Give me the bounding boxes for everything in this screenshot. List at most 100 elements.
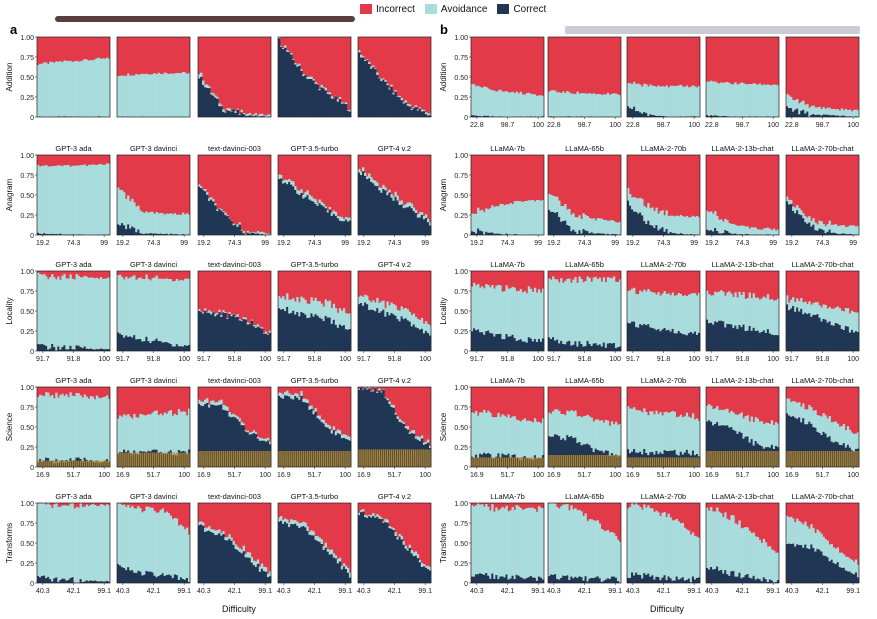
correct-bar-a-2-2-20	[238, 320, 241, 351]
correct-bar-a-4-0-4	[45, 578, 48, 583]
avoidance-bar-b-4-3-31	[768, 546, 772, 580]
avoidance-bar-b-3-0-23	[517, 420, 520, 458]
supplement-bar-b-3-1-22	[592, 455, 595, 467]
xtick-a-4-1-0: 40.3	[116, 588, 130, 595]
supplement-bar-b-3-0-23	[517, 457, 520, 467]
supplement-bar-b-3-0-11	[493, 457, 496, 467]
supplement-bar-a-3-0-13	[63, 460, 66, 467]
avoidance-bar-b-1-4-4	[794, 207, 797, 214]
supplement-bar-b-3-2-22	[671, 457, 674, 467]
model-title-a-4-0: GPT-3 ada	[55, 492, 92, 501]
avoidance-bar-a-2-2-16	[230, 314, 233, 317]
avoidance-bar-a-1-0-3	[43, 165, 46, 234]
supplement-bar-b-3-2-28	[684, 457, 686, 467]
avoidance-bar-b-2-4-20	[826, 308, 829, 323]
correct-bar-a-4-3-6	[290, 524, 293, 583]
avoidance-bar-b-4-2-12	[651, 508, 654, 576]
supplement-bar-a-3-2-12	[222, 451, 225, 467]
correct-bar-b-2-4-16	[818, 317, 821, 351]
avoidance-bar-a-4-1-19	[155, 512, 158, 578]
ytick-b-locality-1: 0.25	[454, 329, 468, 336]
correct-bar-b-4-0-31	[533, 577, 537, 583]
avoidance-bar-a-1-0-15	[67, 164, 70, 235]
avoidance-bar-b-4-2-35	[697, 537, 701, 578]
avoidance-bar-a-3-3-30	[338, 430, 342, 435]
avoidance-bar-b-3-1-5	[558, 411, 561, 437]
avoidance-bar-a-2-1-33	[183, 278, 187, 346]
supplement-bar-a-3-0-14	[65, 460, 68, 467]
correct-bar-a-4-3-21	[320, 544, 323, 583]
correct-bar-a-2-0-28	[93, 349, 97, 351]
model-title-a-3-2: text-davinci-003	[208, 376, 261, 385]
xtick-b-4-0-2: 99.1	[531, 588, 545, 595]
avoidance-bar-b-2-2-2	[631, 288, 634, 322]
supplement-bar-a-3-0-9	[55, 460, 57, 467]
avoidance-bar-b-0-2-15	[657, 85, 660, 116]
correct-bar-a-1-4-19	[396, 200, 399, 235]
correct-bar-b-2-0-0	[471, 331, 474, 351]
avoidance-bar-a-4-1-8	[133, 508, 136, 573]
correct-bar-a-1-2-14	[226, 216, 229, 235]
avoidance-bar-a-3-0-21	[79, 395, 82, 460]
correct-bar-b-2-1-20	[588, 343, 591, 351]
xtick-a-1-0-1: 74.3	[67, 240, 81, 247]
correct-bar-b-1-4-8	[802, 218, 805, 235]
correct-bar-a-4-1-18	[153, 575, 156, 583]
correct-bar-a-1-3-22	[322, 206, 325, 235]
avoidance-bar-b-2-0-33	[537, 289, 541, 339]
avoidance-bar-a-4-2-16	[230, 537, 233, 541]
avoidance-bar-b-3-3-10	[726, 408, 729, 426]
avoidance-bar-a-4-1-11	[139, 508, 142, 572]
model-title-a-1-0: GPT-3 ada	[55, 144, 92, 153]
correct-bar-b-2-2-19	[665, 330, 668, 351]
avoidance-bar-a-2-0-1	[39, 273, 42, 345]
correct-bar-b-4-3-21	[748, 577, 751, 583]
supplement-bar-a-3-3-10	[298, 451, 301, 467]
avoidance-bar-b-0-4-16	[818, 106, 821, 115]
avoidance-bar-b-1-4-6	[798, 208, 801, 215]
avoidance-bar-a-1-0-16	[69, 166, 72, 235]
correct-bar-a-0-2-12	[222, 112, 225, 117]
avoidance-bar-b-0-3-3	[712, 81, 715, 116]
correct-bar-a-3-3-10	[298, 399, 301, 467]
supplement-bar-b-3-0-18	[507, 457, 510, 467]
correct-bar-a-4-0-13	[63, 578, 66, 583]
correct-bar-a-2-4-17	[392, 314, 395, 351]
avoidance-bar-b-3-1-25	[598, 420, 602, 451]
avoidance-bar-b-1-3-28	[762, 228, 766, 235]
avoidance-bar-a-2-1-27	[171, 281, 175, 347]
avoidance-bar-a-4-4-12	[382, 521, 385, 523]
correct-bar-b-1-3-12	[730, 233, 733, 235]
correct-bar-b-2-1-8	[564, 344, 567, 351]
xtick-b-3-4-2: 100	[847, 472, 859, 479]
avoidance-bar-a-0-1-5	[127, 73, 130, 117]
avoidance-bar-b-4-2-6	[639, 506, 642, 576]
avoidance-bar-b-4-4-8	[802, 524, 805, 548]
avoidance-bar-a-3-1-34	[185, 415, 189, 455]
supplement-bar-a-3-2-10	[218, 451, 221, 467]
supplement-bar-a-3-0-16	[69, 460, 72, 467]
supplement-bar-a-3-0-21	[79, 460, 82, 467]
avoidance-bar-a-0-3-34	[346, 109, 350, 111]
avoidance-bar-b-2-2-26	[679, 293, 683, 334]
correct-bar-a-1-4-14	[386, 195, 389, 235]
supplement-bar-b-3-4-7	[800, 451, 802, 467]
avoidance-bar-b-1-2-13	[653, 211, 656, 228]
supplement-bar-b-3-1-24	[596, 455, 599, 467]
correct-bar-a-1-3-34	[346, 221, 350, 235]
legend-avoidance: Avoidance	[424, 4, 487, 15]
correct-bar-a-3-2-21	[240, 425, 243, 467]
avoidance-bar-b-4-0-32	[535, 511, 539, 581]
correct-bar-b-2-3-2	[710, 322, 713, 351]
avoidance-bar-a-1-1-25	[167, 213, 171, 235]
avoidance-bar-b-2-3-6	[718, 291, 721, 321]
correct-bar-a-0-3-19	[316, 84, 319, 117]
model-title-b-2-0: LLaMA-7b	[490, 260, 525, 269]
avoidance-bar-a-0-2-3	[204, 84, 207, 88]
correct-bar-a-0-3-1	[280, 46, 283, 118]
correct-bar-b-3-1-8	[564, 440, 567, 467]
correct-bar-b-4-0-3	[477, 574, 480, 583]
correct-bar-a-2-2-29	[256, 326, 260, 351]
correct-bar-b-2-3-4	[714, 321, 717, 351]
xtick-b-2-3-0: 91.7	[705, 356, 719, 363]
